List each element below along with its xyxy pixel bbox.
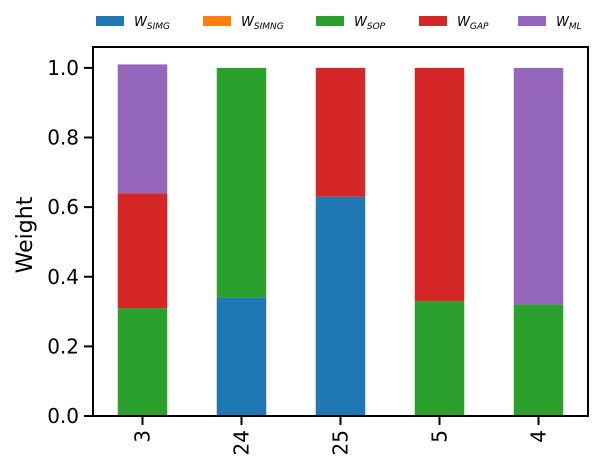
x-tick-label: 5 <box>428 430 452 443</box>
y-axis: 0.0 0.2 0.4 0.6 0.8 1.0 <box>47 56 93 428</box>
y-tick-label: 0.0 <box>47 404 79 428</box>
x-tick-label: 25 <box>329 430 353 455</box>
legend-swatch <box>518 16 546 26</box>
y-axis-label: Weight <box>13 196 38 273</box>
bar-segment-3-sop <box>117 308 168 416</box>
legend: WSIMG WSIMNG WSOP WGAP WML <box>96 15 582 32</box>
x-tick-label: 3 <box>131 430 155 443</box>
bar-segment-24-sop <box>216 67 267 298</box>
y-tick-label: 1.0 <box>47 56 79 80</box>
legend-swatch <box>203 16 231 26</box>
legend-swatch <box>419 16 447 26</box>
y-tick-label: 0.8 <box>47 126 79 150</box>
legend-label: WML <box>556 15 582 32</box>
bars <box>117 64 564 416</box>
bar-segment-4-ml <box>513 67 564 305</box>
bar-segment-5-sop <box>414 301 465 416</box>
bar-segment-3-gap <box>117 193 168 309</box>
legend-label: WGAP <box>457 15 489 32</box>
bar-segment-24-simg <box>216 297 267 416</box>
y-tick-label: 0.6 <box>47 195 79 219</box>
legend-label: WSIMNG <box>241 15 284 32</box>
x-axis: 3 24 25 5 4 <box>131 416 551 455</box>
y-tick-label: 0.2 <box>47 334 79 358</box>
bar-segment-4-sop <box>513 304 564 416</box>
legend-swatch <box>316 16 344 26</box>
bar-segment-25-simg <box>315 196 366 416</box>
y-tick-label: 0.4 <box>47 265 79 289</box>
bar-segment-3-ml <box>117 64 168 194</box>
x-tick-label: 4 <box>527 430 551 443</box>
bar-segment-25-gap <box>315 67 366 197</box>
x-tick-label: 24 <box>230 430 254 455</box>
legend-label: WSOP <box>354 15 386 32</box>
bar-segment-5-gap <box>414 67 465 302</box>
legend-label: WSIMG <box>134 15 170 32</box>
legend-swatch <box>96 16 124 26</box>
plot-frame <box>92 46 589 417</box>
